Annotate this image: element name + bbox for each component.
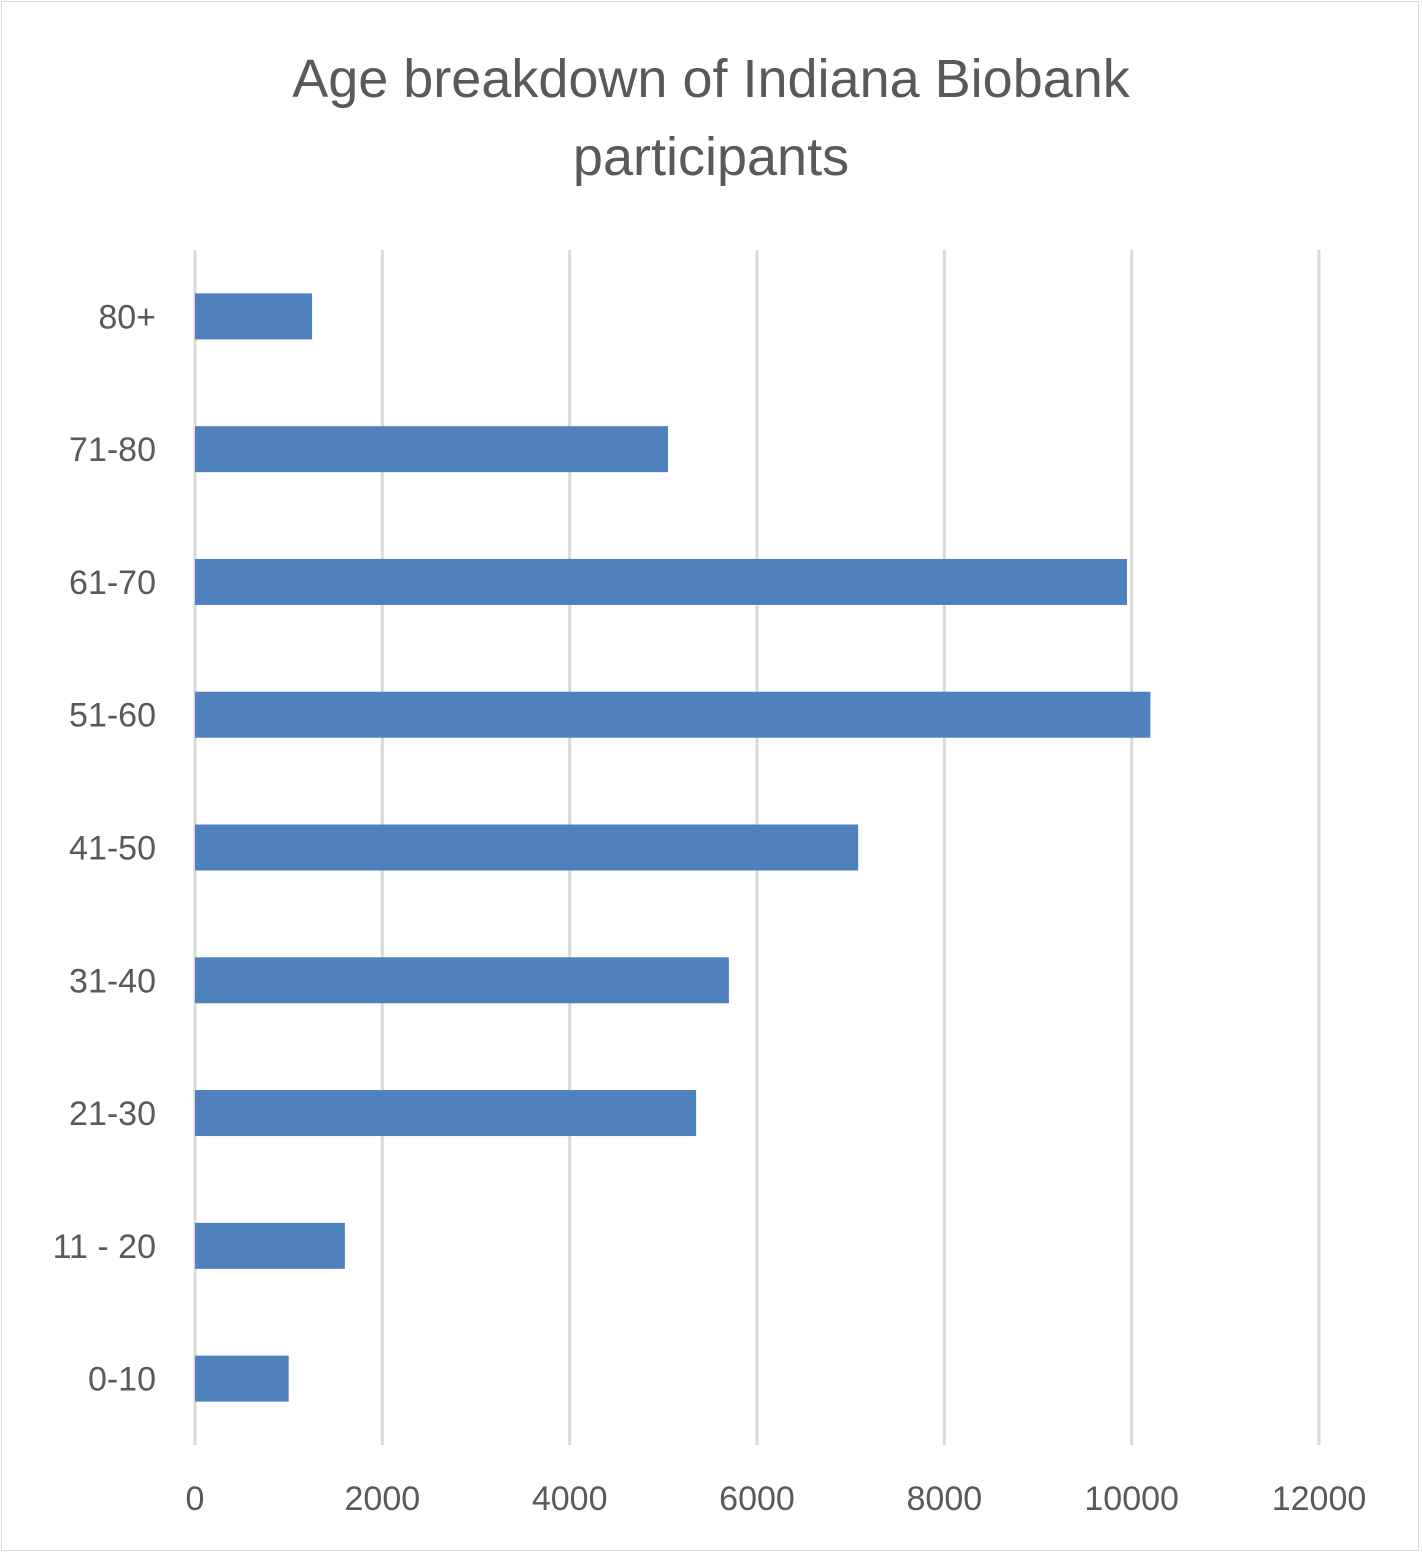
category-label: 71-80: [69, 431, 156, 469]
chart-title-line-1: Age breakdown of Indiana Biobank: [292, 49, 1130, 109]
x-tick-label: 0: [186, 1480, 205, 1518]
bar: [195, 824, 859, 871]
category-axis-labels: 80+ 71-80 61-70 51-60 41-50 31-40 21-30 11 - 20…: [53, 298, 156, 1398]
bar: [195, 1090, 697, 1137]
category-label: 21-30: [69, 1095, 156, 1133]
x-tick-label: 6000: [719, 1480, 795, 1518]
category-label: 31-40: [69, 962, 156, 1000]
x-tick-label: 2000: [345, 1480, 421, 1518]
x-tick-label: 8000: [907, 1480, 983, 1518]
bar: [195, 1222, 345, 1269]
x-tick-label: 12000: [1272, 1480, 1367, 1518]
bar: [195, 558, 1127, 605]
category-label: 11 - 20: [53, 1228, 156, 1266]
bar: [195, 1355, 289, 1402]
x-tick-label: 4000: [532, 1480, 608, 1518]
chart-title: Age breakdown of Indiana Biobank partici…: [0, 40, 1422, 196]
category-label: 80+: [98, 298, 156, 336]
bar: [195, 691, 1151, 738]
chart-title-line-2: participants: [572, 127, 850, 187]
bars: [195, 293, 1151, 1402]
bar: [195, 957, 729, 1004]
category-label: 0-10: [88, 1361, 156, 1399]
x-tick-label: 10000: [1084, 1480, 1179, 1518]
category-label: 41-50: [69, 830, 156, 868]
value-axis-labels: 0 2000 4000 6000 8000 10000 12000: [186, 1480, 1367, 1518]
bar: [195, 426, 669, 473]
bar: [195, 293, 313, 340]
category-label: 51-60: [69, 697, 156, 735]
category-label: 61-70: [69, 564, 156, 602]
